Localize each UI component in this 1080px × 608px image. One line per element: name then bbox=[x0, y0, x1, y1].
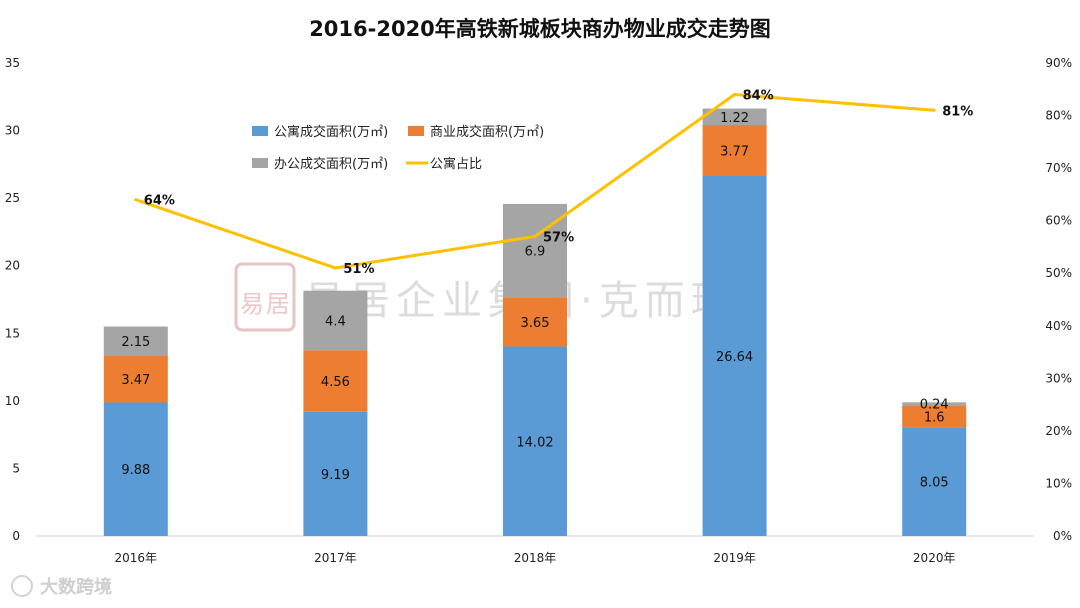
y-right-tick-label: 0% bbox=[1053, 529, 1072, 543]
bars-group: 9.88 3.47 2.15 9.19 4.56 4.4 14.02 3.65 6.9 26.64… bbox=[103, 108, 967, 536]
corner-logo-icon bbox=[11, 575, 33, 597]
watermark-seal-text: 易居 bbox=[240, 290, 292, 318]
y-right-tick-label: 90% bbox=[1045, 56, 1072, 70]
bar-segment bbox=[503, 346, 567, 536]
bar-value-label: 3.47 bbox=[121, 373, 150, 388]
bar-value-label: 0.24 bbox=[920, 397, 949, 412]
y-right-tick-label: 10% bbox=[1045, 476, 1072, 490]
line-point bbox=[932, 108, 936, 112]
bar-segment bbox=[902, 402, 967, 406]
bar-value-label: 9.19 bbox=[321, 468, 350, 483]
bar-segment bbox=[702, 125, 767, 176]
x-tick-label: 2017年 bbox=[314, 551, 357, 565]
line-value-label: 57% bbox=[543, 230, 574, 245]
bar-value-label: 8.05 bbox=[920, 476, 949, 491]
legend-label: 公寓成交面积(万㎡) bbox=[274, 124, 388, 140]
line-value-label: 84% bbox=[743, 89, 774, 104]
y-left-tick-label: 35 bbox=[5, 56, 20, 70]
x-tick-label: 2016年 bbox=[115, 551, 158, 565]
line-point bbox=[333, 266, 337, 270]
x-tick-label: 2018年 bbox=[514, 551, 557, 565]
y-left-tick-label: 10 bbox=[5, 394, 20, 408]
bar-value-label: 14.02 bbox=[516, 435, 553, 450]
bar-segment bbox=[503, 297, 567, 347]
bar-value-label: 4.4 bbox=[325, 314, 346, 329]
y-right-tick-label: 40% bbox=[1045, 319, 1072, 333]
corner-watermark-text: 大数跨境 bbox=[40, 576, 112, 598]
bar-segment bbox=[702, 175, 767, 536]
chart-title: 2016-2020年高铁新城板块商办物业成交走势图 bbox=[309, 17, 771, 41]
y-left-tick-label: 5 bbox=[12, 461, 20, 475]
y-right-tick-label: 80% bbox=[1045, 109, 1072, 123]
watermark-seal bbox=[234, 262, 296, 332]
legend-swatch bbox=[252, 158, 268, 168]
bar-value-label: 3.77 bbox=[720, 145, 749, 160]
bar-segment bbox=[303, 350, 368, 412]
bar-value-label: 3.65 bbox=[521, 316, 550, 331]
bar-segment bbox=[902, 405, 967, 428]
line-group: 64% 51% 57% 84% 81% bbox=[134, 89, 973, 277]
bar-segment bbox=[902, 427, 967, 536]
y-left-tick-label: 25 bbox=[5, 191, 20, 205]
bar-segment bbox=[303, 411, 368, 536]
y-left-tick-label: 30 bbox=[5, 124, 20, 138]
y-right-tick-label: 20% bbox=[1045, 424, 1072, 438]
bar-value-label: 6.9 bbox=[525, 245, 546, 260]
y-left-tick-label: 20 bbox=[5, 259, 20, 273]
corner-watermark: 大数跨境 bbox=[11, 575, 112, 598]
y-right-tick-label: 50% bbox=[1045, 266, 1072, 280]
y-right-tick-label: 70% bbox=[1045, 161, 1072, 175]
bar-value-label: 9.88 bbox=[121, 463, 150, 478]
line-value-label: 64% bbox=[144, 194, 175, 209]
y-right-tick-label: 30% bbox=[1045, 371, 1072, 385]
legend: 公寓成交面积(万㎡) 商业成交面积(万㎡) 办公成交面积(万㎡) 公寓占比 bbox=[252, 124, 544, 172]
legend-swatch bbox=[252, 126, 268, 136]
y-left-tick-label: 0 bbox=[12, 529, 20, 543]
x-tick-label: 2019年 bbox=[713, 551, 756, 565]
bar-segment bbox=[303, 290, 368, 351]
line-point bbox=[733, 93, 737, 97]
line-point bbox=[533, 234, 537, 238]
line-value-label: 51% bbox=[343, 262, 374, 277]
legend-label: 公寓占比 bbox=[430, 156, 482, 172]
y-right-tick-label: 60% bbox=[1045, 214, 1072, 228]
bar-segment bbox=[103, 402, 168, 536]
bar-segment bbox=[103, 326, 168, 356]
x-tick-label: 2020年 bbox=[913, 551, 956, 565]
bar-segment bbox=[702, 108, 767, 126]
bar-value-label: 26.64 bbox=[716, 350, 753, 365]
axes: 0 5 10 15 20 25 30 35 0% 10% 20% 30% 40% 50% 60% 70% 80%… bbox=[5, 56, 1072, 565]
legend-label: 办公成交面积(万㎡) bbox=[274, 156, 388, 172]
line-point bbox=[134, 198, 138, 202]
bar-value-label: 1.6 bbox=[924, 410, 945, 425]
bar-value-label: 4.56 bbox=[321, 375, 350, 390]
y-left-tick-label: 15 bbox=[5, 326, 20, 340]
legend-swatch bbox=[408, 126, 424, 136]
bar-value-label: 1.22 bbox=[720, 111, 749, 126]
legend-label: 商业成交面积(万㎡) bbox=[430, 124, 544, 140]
bar-segment bbox=[103, 355, 168, 403]
line-value-label: 81% bbox=[942, 104, 973, 119]
bar-value-label: 2.15 bbox=[121, 335, 150, 350]
